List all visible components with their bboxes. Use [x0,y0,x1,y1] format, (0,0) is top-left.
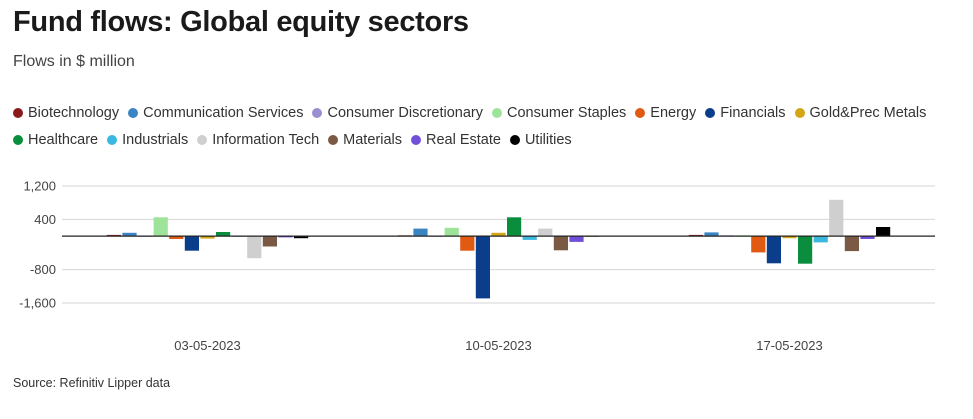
legend-item: Materials [328,127,402,153]
legend-label: Financials [720,105,786,121]
bar [829,199,844,237]
bar [444,227,459,237]
legend-swatch [635,108,646,118]
legend-item: Industrials [107,127,188,153]
legend-item: Healthcare [13,127,98,153]
legend-swatch [492,108,502,118]
bar [860,236,875,239]
legend-item: Utilities [509,127,572,153]
bar [153,217,168,237]
legend-item: Information Tech [197,127,319,153]
bar [262,236,277,247]
legend-label: Consumer Discretionary [327,105,483,121]
legend-label: Industrials [122,132,189,148]
legend-label: Biotechnology [28,105,120,121]
bar [813,236,828,243]
legend-swatch [794,108,805,118]
y-tick-label: 400 [34,212,56,227]
legend-label: Materials [343,132,402,148]
legend-item: Financials [705,100,786,126]
bar [184,236,199,251]
bar [876,227,891,237]
legend-item: Real Estate [410,127,501,153]
bar-chart: 1,200 400 -800 -1,600 03-05-2023 10-05-2023 17… [19,179,935,353]
legend-swatch [328,135,339,145]
legend-item: Gold&Prec Metals [794,100,927,126]
y-tick-label: -1,600 [19,296,56,311]
bar [751,236,766,253]
bar [460,236,475,251]
source-note: Source: Refinitiv Lipper data [13,376,171,390]
bar [294,236,309,239]
legend-swatch [107,135,118,145]
bar [169,236,184,239]
bar [475,236,490,299]
bar [491,232,506,237]
bar [538,228,553,237]
legend-label: Communication Services [143,105,304,121]
legend-item: Communication Services [128,100,303,126]
bar [766,236,781,264]
bar [569,236,584,242]
bar [782,236,797,239]
legend-label: Healthcare [28,132,99,148]
bar [200,236,215,239]
legend-swatch [128,108,139,118]
bar [844,236,859,252]
legend: Biotechnology Communication Services Consu… [13,100,958,154]
legend-item: Consumer Staples [492,100,626,126]
x-tick-label: 17-05-2023 [756,338,823,353]
chart-subtitle: Flows in $ million [13,53,135,70]
legend-item: Consumer Discretionary [312,100,483,126]
legend-swatch [13,108,23,118]
bar [553,236,568,251]
legend-swatch [410,135,421,145]
legend-label: Real Estate [425,132,501,148]
x-tick-label: 10-05-2023 [465,338,532,353]
legend-label: Utilities [524,132,572,148]
bar [704,232,719,237]
legend-swatch [312,108,323,118]
bar [122,232,137,237]
legend-item: Biotechnology [13,100,119,126]
y-tick-label: -800 [30,262,56,277]
chart-title: Fund flows: Global equity sectors [13,6,469,38]
legend-swatch [13,135,23,145]
legend-swatch [705,108,716,118]
legend-label: Consumer Staples [507,105,627,121]
bar [522,236,537,240]
bar [247,236,262,259]
legend-label: Information Tech [212,132,320,148]
bar [798,236,813,264]
legend-label: Gold&Prec Metals [809,105,927,121]
y-tick-label: 1,200 [23,179,56,194]
legend-swatch [197,135,208,145]
bar [507,217,522,237]
bar [216,232,231,237]
legend-swatch [509,135,520,145]
x-tick-label: 03-05-2023 [174,338,241,353]
legend-item: Energy [635,100,696,126]
legend-label: Energy [650,105,697,121]
bar [413,228,428,237]
